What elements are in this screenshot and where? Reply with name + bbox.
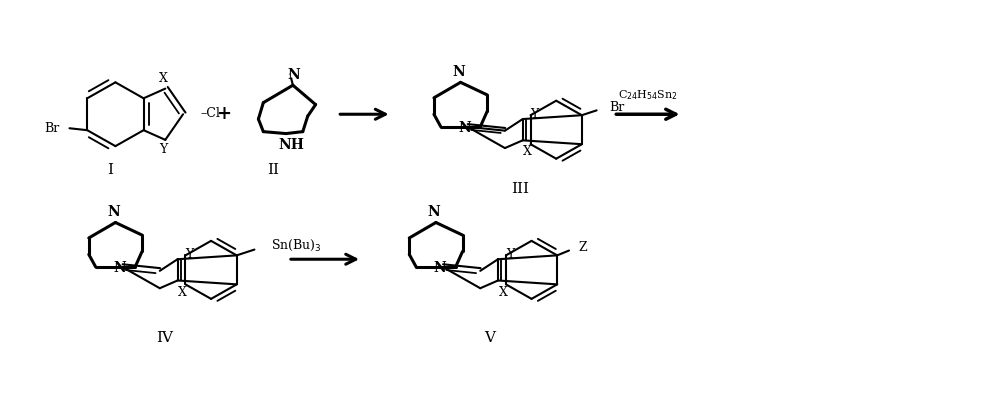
Text: N: N xyxy=(428,205,440,219)
Text: Y: Y xyxy=(185,248,194,261)
Text: Br: Br xyxy=(609,101,625,114)
Text: N: N xyxy=(433,261,446,275)
Text: Sn(Bu)$_3$: Sn(Bu)$_3$ xyxy=(271,238,322,253)
Text: –Cl: –Cl xyxy=(201,107,221,120)
Text: X: X xyxy=(159,72,168,85)
Text: Y: Y xyxy=(506,248,514,261)
Text: Y: Y xyxy=(530,108,539,121)
Text: X: X xyxy=(499,286,507,299)
Text: N: N xyxy=(288,68,300,82)
Text: III: III xyxy=(511,182,529,196)
Text: N: N xyxy=(452,65,465,79)
Text: V: V xyxy=(485,332,496,346)
Text: N: N xyxy=(458,121,471,135)
Text: N: N xyxy=(113,261,126,275)
Text: IV: IV xyxy=(156,332,173,346)
Text: I: I xyxy=(107,163,113,177)
Text: +: + xyxy=(216,105,231,123)
Text: X: X xyxy=(178,286,187,299)
Text: NH: NH xyxy=(278,138,304,152)
Text: Br: Br xyxy=(44,122,60,135)
Text: X: X xyxy=(523,146,532,158)
Text: II: II xyxy=(267,163,279,177)
Text: N: N xyxy=(107,205,120,219)
Text: C$_{24}$H$_{54}$Sn$_2$: C$_{24}$H$_{54}$Sn$_2$ xyxy=(618,88,678,102)
Text: Y: Y xyxy=(159,143,167,156)
Text: Z: Z xyxy=(579,241,587,254)
